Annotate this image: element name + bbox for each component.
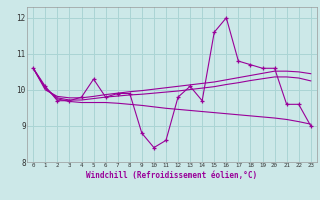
X-axis label: Windchill (Refroidissement éolien,°C): Windchill (Refroidissement éolien,°C): [86, 171, 258, 180]
